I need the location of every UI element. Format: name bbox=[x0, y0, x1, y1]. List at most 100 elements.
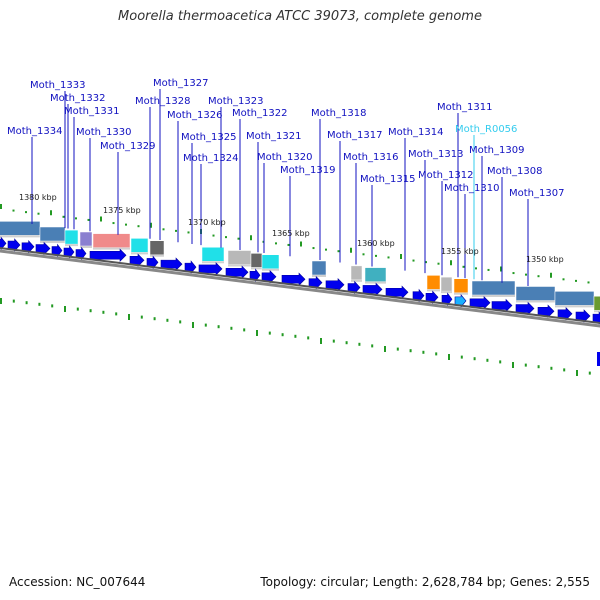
inner-tick bbox=[281, 333, 284, 337]
gene-label-moth-1326[interactable]: Moth_1326 bbox=[167, 110, 222, 121]
outer-tick bbox=[550, 272, 552, 278]
inner-tick bbox=[179, 320, 182, 324]
feature-box bbox=[64, 229, 79, 245]
gene-label-moth-1316[interactable]: Moth_1316 bbox=[343, 152, 398, 163]
feature-box-shadow bbox=[555, 305, 594, 308]
gene-label-moth-1313[interactable]: Moth_1313 bbox=[408, 149, 463, 160]
feature-box bbox=[554, 291, 595, 306]
gene-label-moth-1323[interactable]: Moth_1323 bbox=[208, 96, 263, 107]
outer-tick bbox=[275, 242, 277, 245]
inner-tick bbox=[409, 349, 412, 353]
inner-tick bbox=[473, 357, 476, 361]
gene-label-moth-1328[interactable]: Moth_1328 bbox=[135, 96, 190, 107]
gene-label-moth-1308[interactable]: Moth_1308 bbox=[487, 166, 542, 177]
inner-tick bbox=[128, 314, 130, 320]
inner-tick bbox=[384, 346, 386, 352]
gene-label-moth-1333[interactable]: Moth_1333 bbox=[30, 80, 85, 91]
gene-label-moth-1330[interactable]: Moth_1330 bbox=[76, 127, 131, 138]
gene-label-moth-1315[interactable]: Moth_1315 bbox=[360, 174, 415, 185]
outer-tick bbox=[100, 216, 102, 222]
feature-box-shadow bbox=[427, 289, 440, 292]
kbp-scale-label: 1360 kbp bbox=[357, 239, 395, 248]
inner-tick bbox=[448, 354, 450, 360]
gene-label-moth-1321[interactable]: Moth_1321 bbox=[246, 131, 301, 142]
inner-tick bbox=[204, 323, 207, 327]
gene-label-moth-1327[interactable]: Moth_1327 bbox=[153, 78, 208, 89]
gene-label-moth-1329[interactable]: Moth_1329 bbox=[100, 141, 155, 152]
outer-tick bbox=[537, 275, 540, 278]
inner-tick bbox=[294, 334, 297, 338]
outer-tick bbox=[137, 225, 140, 228]
outer-tick bbox=[437, 262, 440, 265]
gene-label-moth-1318[interactable]: Moth_1318 bbox=[311, 108, 366, 119]
inner-tick bbox=[435, 352, 438, 356]
inner-tick bbox=[576, 370, 578, 376]
kbp-scale-label: 1355 kbp bbox=[441, 247, 479, 256]
gene-label-moth-1322[interactable]: Moth_1322 bbox=[232, 108, 287, 119]
genome-summary-text: Topology: circular; Length: 2,628,784 bp… bbox=[260, 575, 590, 589]
gene-label-moth-r0056[interactable]: Moth_R0056 bbox=[455, 124, 517, 135]
inner-tick bbox=[563, 368, 566, 372]
gene-label-moth-1314[interactable]: Moth_1314 bbox=[388, 127, 443, 138]
inner-tick bbox=[76, 307, 79, 311]
genome-title: Moorella thermoacetica ATCC 39073, compl… bbox=[118, 9, 482, 24]
inner-tick bbox=[550, 366, 553, 370]
feature-box bbox=[130, 238, 149, 253]
kbp-scale-label: 1350 kbp bbox=[526, 255, 564, 264]
feature-box-shadow bbox=[365, 281, 386, 284]
gene-label-moth-1325[interactable]: Moth_1325 bbox=[181, 132, 236, 143]
inner-tick bbox=[512, 362, 514, 368]
inner-tick bbox=[64, 306, 66, 312]
feature-box bbox=[426, 275, 441, 290]
outer-tick bbox=[425, 261, 427, 264]
inner-tick bbox=[524, 363, 527, 367]
inner-tick bbox=[166, 318, 169, 322]
inner-tick bbox=[153, 317, 156, 321]
outer-tick bbox=[462, 265, 465, 268]
gene-label-moth-1324[interactable]: Moth_1324 bbox=[183, 153, 238, 164]
outer-tick bbox=[225, 236, 227, 239]
inner-tick bbox=[358, 342, 361, 346]
feature-box bbox=[350, 265, 363, 281]
gene-label-moth-1310[interactable]: Moth_1310 bbox=[444, 183, 499, 194]
outer-tick bbox=[450, 260, 452, 266]
inner-tick bbox=[460, 355, 463, 359]
gene-label-moth-1307[interactable]: Moth_1307 bbox=[509, 188, 564, 199]
outer-tick bbox=[500, 266, 502, 272]
outer-tick bbox=[587, 281, 590, 284]
feature-box bbox=[515, 286, 556, 301]
accession-text: Accession: NC_007644 bbox=[9, 575, 146, 589]
gene-label-moth-1331[interactable]: Moth_1331 bbox=[64, 106, 119, 117]
gene-label-moth-1320[interactable]: Moth_1320 bbox=[257, 152, 312, 163]
feature-box-shadow bbox=[441, 291, 452, 294]
gene-label-moth-1309[interactable]: Moth_1309 bbox=[469, 145, 524, 156]
feature-box bbox=[92, 233, 131, 248]
inner-tick bbox=[320, 338, 322, 344]
outer-tick bbox=[362, 253, 365, 256]
feature-box bbox=[39, 226, 66, 242]
outer-tick bbox=[237, 237, 240, 240]
gene-label-moth-1317[interactable]: Moth_1317 bbox=[327, 130, 382, 141]
outer-tick bbox=[350, 247, 352, 253]
inner-tick bbox=[51, 304, 54, 308]
inner-tick bbox=[12, 299, 15, 303]
outer-tick bbox=[562, 278, 565, 281]
inner-tick bbox=[345, 341, 348, 345]
feature-box-shadow bbox=[202, 261, 224, 264]
feature-box bbox=[593, 296, 600, 311]
kbp-scale-label: 1380 kbp bbox=[19, 193, 57, 202]
gene-label-moth-1319[interactable]: Moth_1319 bbox=[280, 165, 335, 176]
gene-label-moth-1332[interactable]: Moth_1332 bbox=[50, 93, 105, 104]
gene-label-moth-1311[interactable]: Moth_1311 bbox=[437, 102, 492, 113]
outer-tick bbox=[525, 273, 527, 276]
feature-box bbox=[0, 221, 41, 236]
gene-label-moth-1334[interactable]: Moth_1334 bbox=[7, 126, 62, 137]
kbp-scale-label: 1375 kbp bbox=[103, 206, 141, 215]
gene-label-moth-1312[interactable]: Moth_1312 bbox=[418, 170, 473, 181]
feature-box-shadow bbox=[251, 267, 262, 270]
feature-box bbox=[201, 247, 225, 262]
feature-box bbox=[453, 278, 469, 293]
backbone-line-inner bbox=[0, 249, 600, 328]
